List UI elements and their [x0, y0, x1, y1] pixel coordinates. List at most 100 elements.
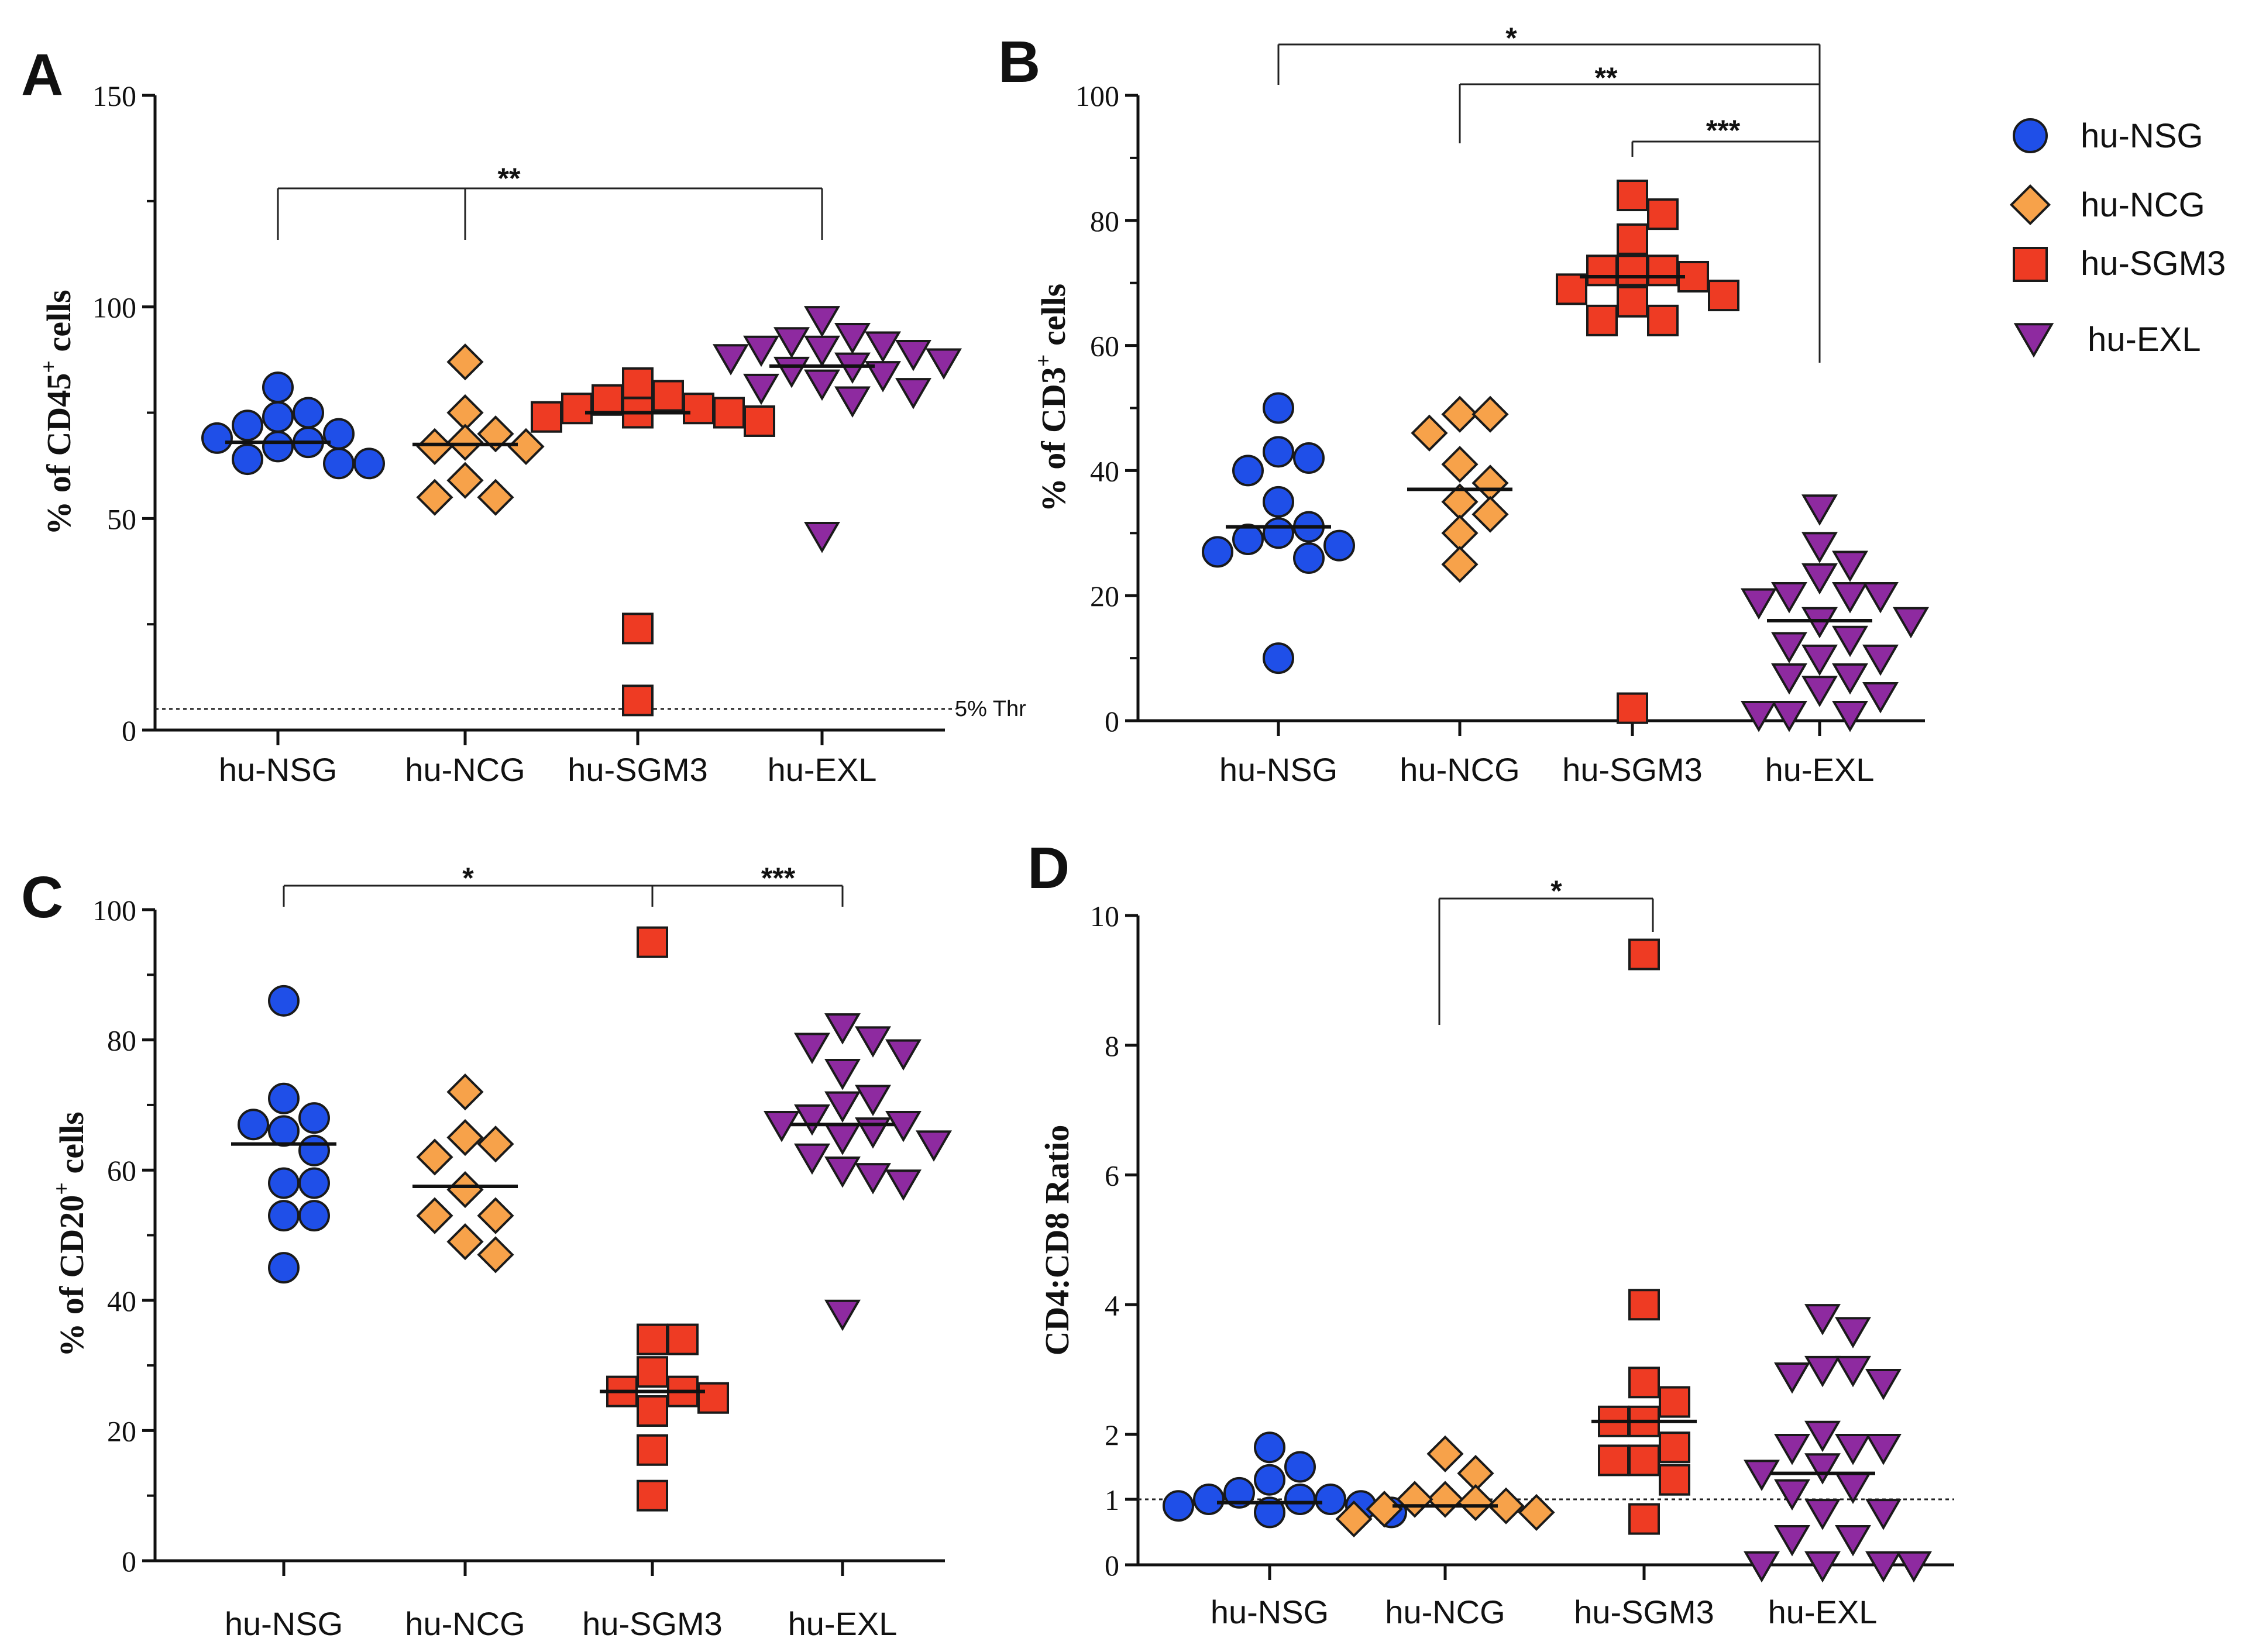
panel-b-ytick-label-0: 0: [1105, 705, 1119, 738]
panel-a-point-hu-ncg: [416, 428, 453, 465]
panel-a-significance-label: **: [498, 162, 521, 195]
panel-d-ytick-label-1: 1: [1105, 1484, 1119, 1516]
panel-c-point-hu-nsg: [238, 1109, 269, 1141]
panel-d-point-hu-exl: [1774, 1362, 1810, 1394]
panel-d-point-hu-nsg: [1163, 1490, 1194, 1522]
panel-b-y-axis-label-main: % of CD3: [1034, 367, 1072, 512]
panel-a-point-hu-nsg: [201, 422, 233, 454]
panel-d-ytick-label-3: 4: [1105, 1289, 1119, 1321]
panel-a-point-hu-nsg: [323, 448, 355, 480]
legend-symbol-hu-exl: [2013, 323, 2054, 358]
panel-d-point-hu-exl: [1804, 1355, 1841, 1388]
panel-b-significance-label: *: [1505, 22, 1517, 54]
panel-letter-d: D: [1027, 835, 1070, 901]
panel-c-point-hu-ncg: [446, 1171, 484, 1209]
panel-d-point-hu-ncg: [1396, 1481, 1433, 1518]
panel-b-y-axis-label: % of CD3+ cells: [1032, 284, 1072, 512]
panel-b-xtick-label-hu-nsg: hu-NSG: [1219, 751, 1338, 788]
panel-c-y-axis-label-tail: cells: [53, 1111, 91, 1182]
panel-a-point-hu-exl: [804, 335, 840, 367]
panel-d-point-hu-ncg: [1487, 1487, 1525, 1524]
panel-b-point-hu-nsg: [1293, 542, 1325, 574]
panel-a-ytick-label-0: 0: [122, 714, 136, 747]
panel-b-point-hu-exl: [1832, 663, 1868, 695]
panel-c-xtick-label-hu-nsg: hu-NSG: [225, 1605, 343, 1642]
panel-d-point-hu-exl: [1804, 1420, 1841, 1453]
panel-a-point-hu-nsg: [262, 401, 294, 433]
panel-d-chart: 0 1 2 4 6 8 10 hu-NSG hu-NCG hu-SGM3 hu-EXL CD4:CD8…: [1038, 875, 1954, 1630]
panel-d-point-hu-exl: [1804, 1453, 1841, 1485]
panel-b-point-hu-exl: [1771, 581, 1807, 614]
panel-b-point-hu-ncg: [1471, 464, 1509, 502]
panel-b-point-hu-ncg: [1441, 446, 1479, 483]
panel-d-point-hu-ncg: [1366, 1491, 1403, 1528]
panel-d-ytick-label-6: 10: [1090, 900, 1119, 932]
panel-letter-b: B: [998, 29, 1040, 95]
panel-c-point-hu-ncg: [446, 1223, 484, 1261]
panel-c-point-hu-sgm3: [637, 1479, 668, 1512]
panel-c-ytick-label-2: 40: [107, 1285, 136, 1317]
panel-d-point-hu-sgm3: [1659, 1431, 1690, 1464]
legend-item-hu-exl: hu-EXL: [2013, 321, 2201, 359]
panel-a-point-hu-exl: [895, 378, 931, 409]
panel-a-point-hu-sgm3: [744, 405, 775, 437]
legend-marker-hu-exl: [2013, 323, 2054, 358]
panel-a-y-axis-label-tail: cells: [40, 290, 78, 360]
panel-d-point-hu-ncg: [1426, 1481, 1464, 1518]
panel-d-point-hu-exl: [1865, 1499, 1902, 1530]
panel-a-point-hu-exl: [895, 339, 931, 371]
panel-a-xtick-label-hu-exl: hu-EXL: [768, 751, 877, 788]
panel-a-point-hu-exl: [834, 323, 871, 355]
panel-d-xtick-label-hu-sgm3: hu-SGM3: [1574, 1594, 1714, 1630]
panel-a-point-hu-ncg: [416, 479, 453, 516]
panel-d-ytick-label-2: 2: [1105, 1419, 1119, 1451]
panel-b-point-hu-ncg: [1471, 495, 1509, 533]
panel-a-point-hu-nsg: [293, 397, 324, 429]
panel-c-point-hu-ncg: [477, 1197, 514, 1234]
panel-c-point-hu-nsg: [268, 1082, 300, 1114]
panel-b-point-hu-sgm3: [1617, 692, 1648, 724]
legend-marker-hu-nsg: [2013, 118, 2048, 153]
panel-a-point-hu-sgm3: [622, 684, 654, 717]
panel-d-y-axis-label: CD4:CD8 Ratio: [1038, 1125, 1076, 1356]
legend-label-hu-nsg: hu-NSG: [2081, 117, 2203, 155]
panel-b-y-axis-label-tail: cells: [1034, 284, 1072, 355]
panel-d-point-hu-exl: [1744, 1551, 1780, 1583]
legend-symbol-hu-ncg: [2009, 184, 2051, 226]
panel-b-point-hu-nsg: [1263, 517, 1294, 549]
panel-a-point-hu-nsg: [232, 409, 263, 442]
panel-a-threshold-label: 5% Thr: [955, 697, 1026, 721]
panel-d-xtick-label-hu-exl: hu-EXL: [1768, 1594, 1878, 1630]
panel-a-point-hu-exl: [804, 306, 840, 338]
panel-b-point-hu-nsg: [1263, 642, 1294, 674]
panel-a-point-hu-sgm3: [683, 393, 714, 425]
panel-b-y-axis-label-sup: +: [1032, 355, 1056, 367]
panel-b-point-hu-sgm3: [1647, 304, 1679, 336]
panel-c-point-hu-nsg: [268, 1115, 300, 1147]
panel-d-point-hu-sgm3: [1659, 1386, 1690, 1418]
panel-a-point-hu-nsg: [353, 448, 385, 480]
panel-d-point-hu-ncg: [1335, 1500, 1373, 1538]
panel-a-point-hu-sgm3: [622, 367, 654, 399]
panel-a-xtick-label-hu-nsg: hu-NSG: [219, 751, 337, 788]
panel-d-point-hu-sgm3: [1628, 1367, 1660, 1399]
panel-a-point-hu-exl: [743, 335, 779, 367]
legend-label-hu-sgm3: hu-SGM3: [2081, 245, 2226, 283]
panel-c-y-axis-label-sup: +: [50, 1182, 74, 1195]
panel-d-point-hu-exl: [1804, 1499, 1841, 1530]
panel-d-point-hu-sgm3: [1628, 1444, 1660, 1477]
panel-b-point-hu-exl: [1801, 644, 1838, 676]
panel-c-point-hu-sgm3: [637, 926, 668, 958]
panel-c-point-hu-exl: [855, 1026, 891, 1058]
panel-d-point-hu-sgm3: [1628, 1289, 1660, 1321]
panel-letter-a: A: [21, 42, 63, 108]
panel-a-point-hu-exl: [773, 356, 810, 388]
panel-c-point-hu-ncg: [446, 1073, 484, 1111]
panel-d-point-hu-exl: [1835, 1317, 1871, 1348]
panel-a-point-hu-sgm3: [622, 612, 654, 645]
panel-b-chart: 0 20 40 60 80 100 hu-NSG hu-NCG hu-SGM3 hu-EXL % o…: [1032, 22, 1929, 788]
panel-a-y-axis-label-main: % of CD45: [40, 373, 78, 535]
panel-c-xtick-label-hu-ncg: hu-NCG: [405, 1605, 525, 1642]
panel-d-point-hu-ncg: [1426, 1435, 1464, 1472]
panel-d-point-hu-exl: [1774, 1479, 1810, 1511]
